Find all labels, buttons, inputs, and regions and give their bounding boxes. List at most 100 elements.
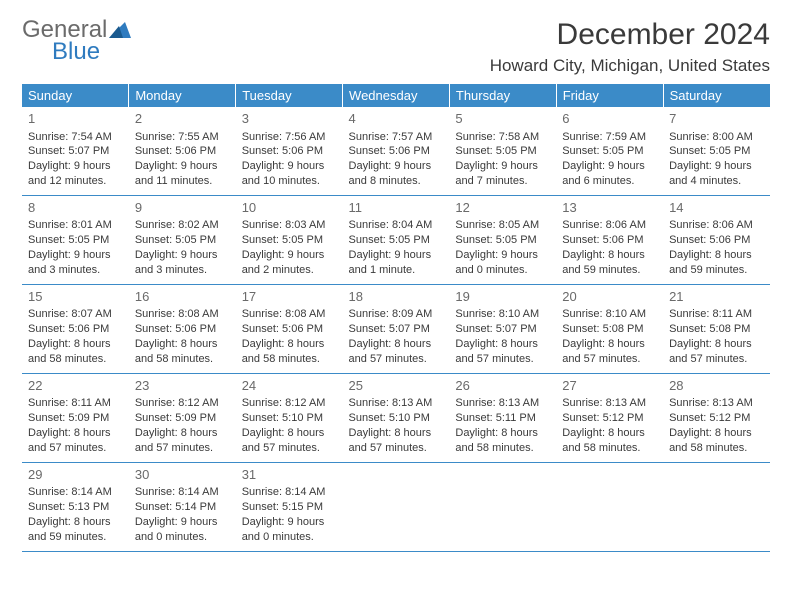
day-cell: 23Sunrise: 8:12 AMSunset: 5:09 PMDayligh… (129, 373, 236, 462)
day-number: 28 (669, 377, 764, 395)
day-cell: 26Sunrise: 8:13 AMSunset: 5:11 PMDayligh… (449, 373, 556, 462)
day-info: Sunrise: 8:14 AMSunset: 5:14 PMDaylight:… (135, 485, 230, 544)
day-info: Sunrise: 8:03 AMSunset: 5:05 PMDaylight:… (242, 218, 337, 277)
week-row: 15Sunrise: 8:07 AMSunset: 5:06 PMDayligh… (22, 284, 770, 373)
day-number: 29 (28, 466, 123, 484)
day-info: Sunrise: 8:14 AMSunset: 5:15 PMDaylight:… (242, 485, 337, 544)
week-row: 22Sunrise: 8:11 AMSunset: 5:09 PMDayligh… (22, 373, 770, 462)
day-cell: 27Sunrise: 8:13 AMSunset: 5:12 PMDayligh… (556, 373, 663, 462)
day-cell: 2 Sunrise: 7:55 AMSunset: 5:06 PMDaylight… (129, 107, 236, 195)
day-number: 2 (135, 110, 230, 128)
day-cell: 9Sunrise: 8:02 AMSunset: 5:05 PMDaylight… (129, 195, 236, 284)
day-info: Sunrise: 8:07 AMSunset: 5:06 PMDaylight:… (28, 307, 123, 366)
day-number: 12 (455, 199, 550, 217)
day-number: 23 (135, 377, 230, 395)
day-info: Sunrise: 8:10 AMSunset: 5:07 PMDaylight:… (455, 307, 550, 366)
day-number: 5 (455, 110, 550, 128)
header: General Blue December 2024 Howard City, … (22, 18, 770, 76)
day-number: 16 (135, 288, 230, 306)
day-info: Sunrise: 8:11 AMSunset: 5:09 PMDaylight:… (28, 396, 123, 455)
day-info: Sunrise: 8:12 AMSunset: 5:09 PMDaylight:… (135, 396, 230, 455)
day-cell: 18Sunrise: 8:09 AMSunset: 5:07 PMDayligh… (343, 284, 450, 373)
day-header: Wednesday (343, 84, 450, 107)
day-info: Sunrise: 8:13 AMSunset: 5:10 PMDaylight:… (349, 396, 444, 455)
day-info: Sunrise: 8:14 AMSunset: 5:13 PMDaylight:… (28, 485, 123, 544)
day-info: Sunrise: 7:57 AMSunset: 5:06 PMDaylight:… (349, 130, 444, 189)
day-info: Sunrise: 8:05 AMSunset: 5:05 PMDaylight:… (455, 218, 550, 277)
day-cell: 15Sunrise: 8:07 AMSunset: 5:06 PMDayligh… (22, 284, 129, 373)
day-cell: 3 Sunrise: 7:56 AMSunset: 5:06 PMDaylight… (236, 107, 343, 195)
calendar-table: SundayMondayTuesdayWednesdayThursdayFrid… (22, 84, 770, 552)
day-info: Sunrise: 8:00 AMSunset: 5:05 PMDaylight:… (669, 130, 764, 189)
day-cell: 22Sunrise: 8:11 AMSunset: 5:09 PMDayligh… (22, 373, 129, 462)
day-info: Sunrise: 7:54 AMSunset: 5:07 PMDaylight:… (28, 130, 123, 189)
day-cell: 20Sunrise: 8:10 AMSunset: 5:08 PMDayligh… (556, 284, 663, 373)
day-cell: 28Sunrise: 8:13 AMSunset: 5:12 PMDayligh… (663, 373, 770, 462)
day-number: 19 (455, 288, 550, 306)
day-header-row: SundayMondayTuesdayWednesdayThursdayFrid… (22, 84, 770, 107)
day-cell: 29Sunrise: 8:14 AMSunset: 5:13 PMDayligh… (22, 462, 129, 551)
day-number: 21 (669, 288, 764, 306)
day-number: 13 (562, 199, 657, 217)
empty-cell (556, 462, 663, 551)
day-cell: 14Sunrise: 8:06 AMSunset: 5:06 PMDayligh… (663, 195, 770, 284)
day-number: 30 (135, 466, 230, 484)
day-cell: 8Sunrise: 8:01 AMSunset: 5:05 PMDaylight… (22, 195, 129, 284)
day-number: 20 (562, 288, 657, 306)
day-info: Sunrise: 8:08 AMSunset: 5:06 PMDaylight:… (242, 307, 337, 366)
day-info: Sunrise: 8:13 AMSunset: 5:12 PMDaylight:… (669, 396, 764, 455)
day-cell: 7 Sunrise: 8:00 AMSunset: 5:05 PMDaylight… (663, 107, 770, 195)
day-info: Sunrise: 8:10 AMSunset: 5:08 PMDaylight:… (562, 307, 657, 366)
day-header: Sunday (22, 84, 129, 107)
location: Howard City, Michigan, United States (490, 56, 770, 76)
day-number: 3 (242, 110, 337, 128)
day-info: Sunrise: 8:06 AMSunset: 5:06 PMDaylight:… (562, 218, 657, 277)
day-cell: 1 Sunrise: 7:54 AMSunset: 5:07 PMDaylight… (22, 107, 129, 195)
day-header: Monday (129, 84, 236, 107)
day-cell: 31Sunrise: 8:14 AMSunset: 5:15 PMDayligh… (236, 462, 343, 551)
day-header: Thursday (449, 84, 556, 107)
day-cell: 12Sunrise: 8:05 AMSunset: 5:05 PMDayligh… (449, 195, 556, 284)
day-info: Sunrise: 7:55 AMSunset: 5:06 PMDaylight:… (135, 130, 230, 189)
day-header: Saturday (663, 84, 770, 107)
day-cell: 13Sunrise: 8:06 AMSunset: 5:06 PMDayligh… (556, 195, 663, 284)
day-info: Sunrise: 7:58 AMSunset: 5:05 PMDaylight:… (455, 130, 550, 189)
day-info: Sunrise: 8:11 AMSunset: 5:08 PMDaylight:… (669, 307, 764, 366)
day-info: Sunrise: 8:09 AMSunset: 5:07 PMDaylight:… (349, 307, 444, 366)
empty-cell (663, 462, 770, 551)
day-cell: 6Sunrise: 7:59 AMSunset: 5:05 PMDaylight… (556, 107, 663, 195)
day-info: Sunrise: 8:06 AMSunset: 5:06 PMDaylight:… (669, 218, 764, 277)
day-number: 1 (28, 110, 123, 128)
day-info: Sunrise: 8:12 AMSunset: 5:10 PMDaylight:… (242, 396, 337, 455)
logo: General Blue (22, 18, 131, 64)
day-number: 7 (669, 110, 764, 128)
day-number: 31 (242, 466, 337, 484)
day-number: 15 (28, 288, 123, 306)
day-number: 26 (455, 377, 550, 395)
day-header: Tuesday (236, 84, 343, 107)
week-row: 8Sunrise: 8:01 AMSunset: 5:05 PMDaylight… (22, 195, 770, 284)
day-cell: 19Sunrise: 8:10 AMSunset: 5:07 PMDayligh… (449, 284, 556, 373)
day-number: 4 (349, 110, 444, 128)
day-number: 17 (242, 288, 337, 306)
day-cell: 17Sunrise: 8:08 AMSunset: 5:06 PMDayligh… (236, 284, 343, 373)
day-number: 27 (562, 377, 657, 395)
day-cell: 21Sunrise: 8:11 AMSunset: 5:08 PMDayligh… (663, 284, 770, 373)
day-number: 22 (28, 377, 123, 395)
day-number: 18 (349, 288, 444, 306)
day-info: Sunrise: 8:04 AMSunset: 5:05 PMDaylight:… (349, 218, 444, 277)
day-info: Sunrise: 7:59 AMSunset: 5:05 PMDaylight:… (562, 130, 657, 189)
logo-text-bottom: Blue (52, 40, 131, 64)
day-info: Sunrise: 8:08 AMSunset: 5:06 PMDaylight:… (135, 307, 230, 366)
empty-cell (449, 462, 556, 551)
day-number: 9 (135, 199, 230, 217)
day-number: 8 (28, 199, 123, 217)
day-info: Sunrise: 7:56 AMSunset: 5:06 PMDaylight:… (242, 130, 337, 189)
logo-triangle-icon (109, 22, 131, 38)
day-cell: 25Sunrise: 8:13 AMSunset: 5:10 PMDayligh… (343, 373, 450, 462)
day-number: 24 (242, 377, 337, 395)
day-number: 11 (349, 199, 444, 217)
day-cell: 11Sunrise: 8:04 AMSunset: 5:05 PMDayligh… (343, 195, 450, 284)
day-info: Sunrise: 8:13 AMSunset: 5:11 PMDaylight:… (455, 396, 550, 455)
month-title: December 2024 (490, 18, 770, 52)
